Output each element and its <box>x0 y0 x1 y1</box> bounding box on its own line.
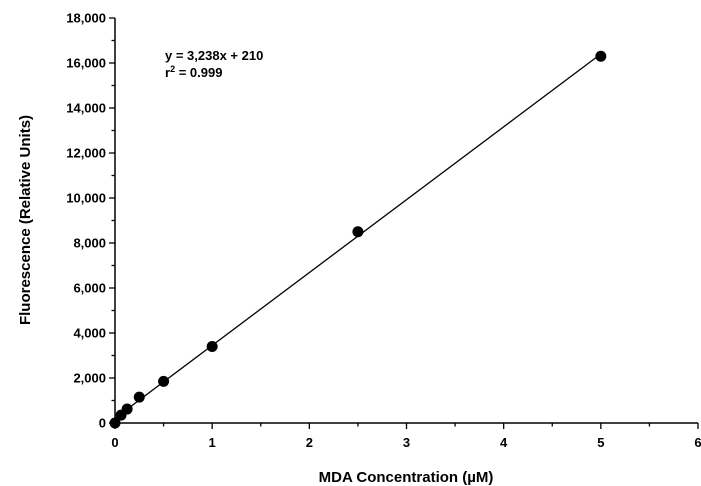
y-tick-label: 12,000 <box>66 146 106 161</box>
data-point <box>158 375 170 387</box>
y-tick-label: 4,000 <box>73 326 106 341</box>
y-tick-label: 6,000 <box>73 281 106 296</box>
y-tick-label: 10,000 <box>66 191 106 206</box>
data-point <box>121 403 133 415</box>
y-tick-label: 8,000 <box>73 236 106 251</box>
equation-annotation: y = 3,238x + 210 <box>165 48 263 63</box>
y-tick-label: 2,000 <box>73 371 106 386</box>
y-tick-label: 16,000 <box>66 56 106 71</box>
r-squared-annotation: r2 = 0.999 <box>165 64 222 80</box>
x-tick-label: 3 <box>403 435 410 450</box>
data-point <box>133 391 145 403</box>
y-ticks: 0 2,000 4,000 6,000 8,000 10,000 12,000 14,000 1… <box>66 11 115 431</box>
y-tick-label: 18,000 <box>66 11 106 26</box>
r-squared-base: r <box>165 65 170 80</box>
x-axis-title: MDA Concentration (µM) <box>319 469 494 486</box>
x-tick-label: 1 <box>209 435 216 450</box>
x-tick-label: 6 <box>694 435 701 450</box>
data-point <box>109 417 121 429</box>
y-tick-label: 14,000 <box>66 101 106 116</box>
x-tick-label: 0 <box>111 435 118 450</box>
data-point <box>352 226 364 238</box>
y-axis-title: Fluorescence (Relative Units) <box>17 115 34 325</box>
r-squared-value: = 0.999 <box>175 65 222 80</box>
y-tick-label: 0 <box>99 416 106 431</box>
x-tick-label: 5 <box>597 435 604 450</box>
data-point <box>595 50 607 62</box>
x-ticks: 0 1 2 3 4 5 6 <box>111 423 701 450</box>
x-tick-label: 4 <box>500 435 508 450</box>
data-points <box>109 50 607 429</box>
data-point <box>206 341 218 352</box>
r-squared-superscript: 2 <box>170 64 175 74</box>
x-tick-label: 2 <box>306 435 313 450</box>
